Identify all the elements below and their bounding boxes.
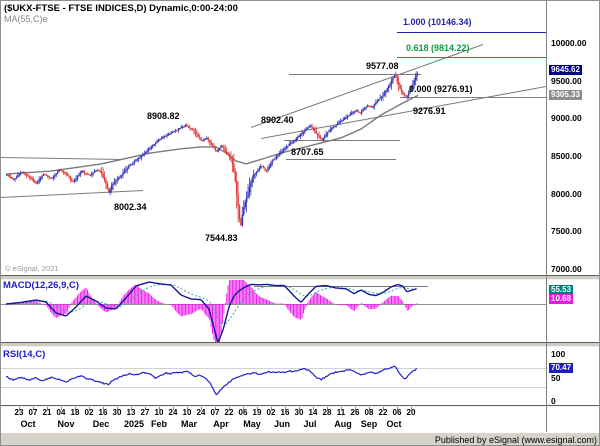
panel-separator <box>1 405 599 407</box>
axis-divider <box>546 1 547 432</box>
footer-bar: Published by eSignal (www.esignal.com) <box>1 432 599 445</box>
panel-separator[interactable] <box>1 275 599 280</box>
published-label: Published by eSignal (www.esignal.com) <box>434 435 597 445</box>
panel-separator[interactable] <box>1 342 599 347</box>
